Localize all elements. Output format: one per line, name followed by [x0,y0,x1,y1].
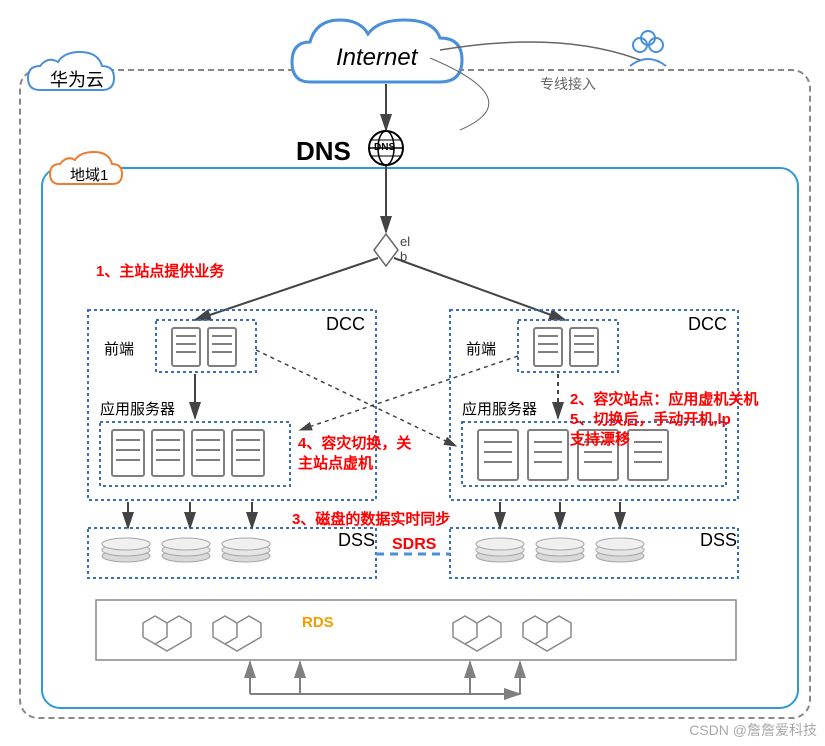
right-dcc-label: DCC [688,314,727,335]
left-dcc-label: DCC [326,314,365,335]
dns-title: DNS [296,136,351,167]
diagram-canvas [0,0,825,746]
elb-label: el b [400,234,410,264]
dedicated-label: 专线接入 [540,74,596,94]
left-appserver-label: 应用服务器 [100,398,175,419]
rds-box [96,600,736,660]
rds-icons [143,616,571,651]
users-icon [630,31,666,66]
annotation-4: 4、容灾切换，关 主站点虚机 [298,434,411,473]
dns-icon-text: DNS [374,142,395,153]
annotation-3: 3、磁盘的数据实时同步 [292,510,450,530]
elb-icon [374,234,398,266]
rds-arrows [250,662,520,694]
dedicated-line [440,42,640,60]
internet-label: Internet [336,44,417,72]
cross-arrow-1 [256,350,456,446]
right-dss-label: DSS [700,530,737,551]
annotation-2: 2、容灾站点：应用虚机关机 [570,390,758,410]
annotation-5: 5、切换后，手动开机,lp 支持漂移 [570,410,731,449]
right-frontend-label: 前端 [466,338,496,359]
left-frontend-label: 前端 [104,338,134,359]
annotation-1: 1、主站点提供业务 [96,262,224,282]
left-dss-label: DSS [338,530,375,551]
region-label: 地域1 [70,164,108,185]
watermark: CSDN @詹詹爱科技 [689,720,817,740]
rds-label: RDS [302,614,334,631]
huawei-cloud-label: 华为云 [50,66,104,92]
right-appserver-label: 应用服务器 [462,398,537,419]
arrow-elb-right [394,258,565,320]
sdrs-label: SDRS [392,536,436,554]
